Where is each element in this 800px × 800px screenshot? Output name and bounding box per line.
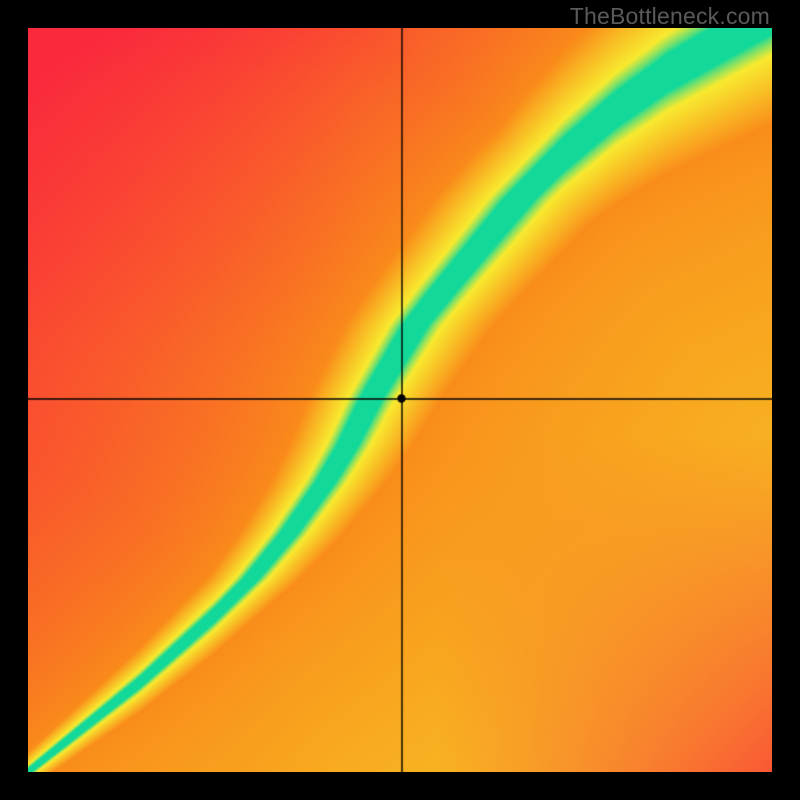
heatmap-plot (28, 28, 772, 772)
heatmap-canvas (28, 28, 772, 772)
watermark-text: TheBottleneck.com (570, 3, 770, 30)
chart-frame: TheBottleneck.com (0, 0, 800, 800)
